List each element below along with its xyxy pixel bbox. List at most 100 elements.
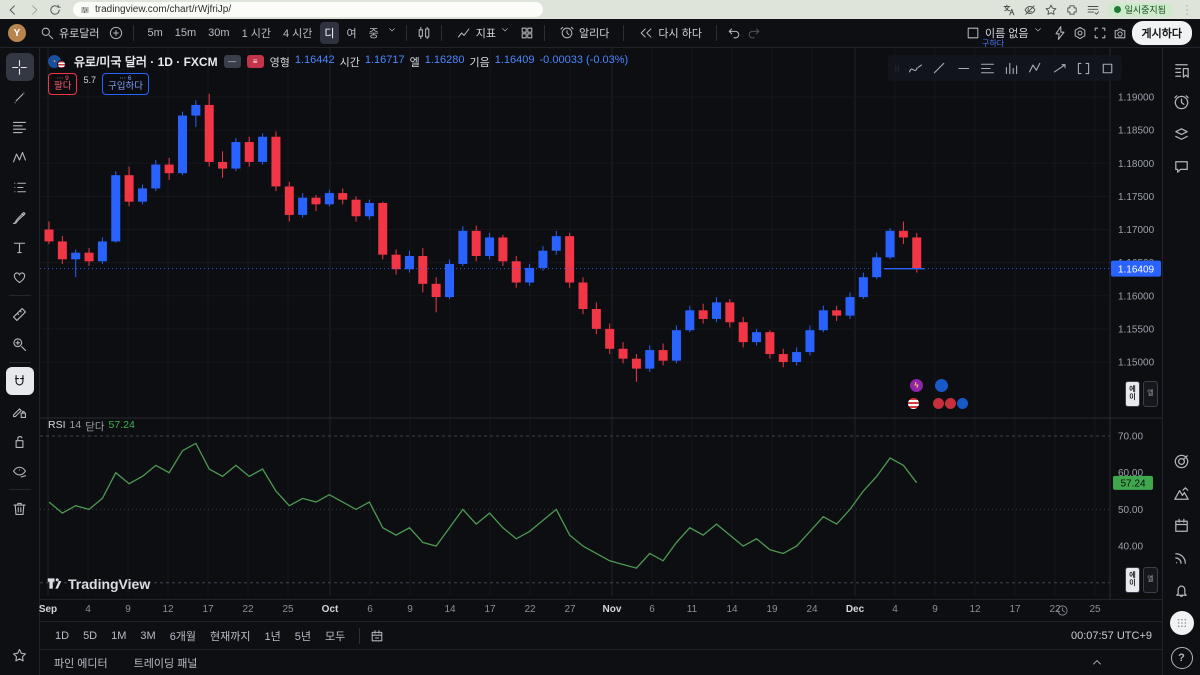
range-1y[interactable]: 1년	[264, 630, 281, 643]
range-5d[interactable]: 5D	[83, 629, 98, 642]
panel-maximize-icon[interactable]	[1132, 655, 1148, 671]
snapshot-camera-icon[interactable]	[1112, 25, 1128, 41]
drawing-mode-tool[interactable]	[6, 397, 34, 425]
forecast-tool[interactable]	[6, 173, 34, 201]
trendline-tool-icon[interactable]	[928, 57, 951, 79]
zoom-in-tool[interactable]	[6, 330, 34, 358]
flag-symbol-pill[interactable]: ≡	[246, 55, 264, 68]
time-axis[interactable]: Sep 4 9 12 17 22 25 Oct 6 9 14 17 22 27 Nov 6 11 14 19 24 De…	[39, 599, 1162, 621]
fullscreen-icon[interactable]	[1092, 25, 1108, 41]
redo-icon[interactable]	[746, 25, 762, 41]
clock-utc[interactable]: 00:07:57 UTC+9	[1070, 629, 1152, 642]
site-info-icon[interactable]	[80, 5, 90, 15]
tab-pine-editor[interactable]: 파인 에디터	[54, 657, 108, 670]
axis-clock-icon[interactable]	[1056, 604, 1069, 617]
panel-collapse-icon[interactable]	[1090, 655, 1106, 671]
zigzag-tool-icon[interactable]	[1024, 57, 1047, 79]
sell-button[interactable]: ⋯ 9 팔다	[48, 73, 78, 95]
favorites-star-icon[interactable]	[6, 641, 34, 669]
rectangle-tool-icon[interactable]	[1096, 57, 1119, 79]
bars-pattern-icon[interactable]	[1000, 57, 1023, 79]
chart-area[interactable]: 1.190001.185001.180001.175001.170001.165…	[40, 48, 1162, 599]
browser-forward-icon[interactable]	[27, 3, 41, 17]
pattern-tool[interactable]	[6, 143, 34, 171]
magnet-tool[interactable]	[5, 367, 34, 395]
curve-tool-icon[interactable]	[904, 57, 927, 79]
rsi-auto-scale-button[interactable]: 에이	[1125, 567, 1140, 593]
pause-badge[interactable]: 일시중지됨	[1106, 2, 1173, 17]
horizontal-ray-icon[interactable]	[952, 57, 975, 79]
settings-gear-icon[interactable]	[1072, 25, 1088, 41]
object-tree-icon[interactable]	[1170, 122, 1194, 146]
range-3m[interactable]: 3M	[140, 629, 156, 642]
bookmark-star-icon[interactable]	[1044, 3, 1058, 17]
brackets-tool-icon[interactable]	[1072, 57, 1095, 79]
fib-levels-icon[interactable]	[976, 57, 999, 79]
event-badge-us[interactable]	[907, 397, 920, 410]
browser-refresh-icon[interactable]	[48, 3, 62, 17]
symbol-title[interactable]: 유로/미국 달러 · 1D · FXCM	[74, 55, 218, 69]
apps-menu-icon[interactable]	[1169, 611, 1194, 635]
browser-back-icon[interactable]	[6, 3, 20, 17]
lock-drawings-tool[interactable]	[6, 427, 34, 455]
notifications-bell-icon[interactable]	[1170, 577, 1194, 601]
save-hint[interactable]: 구하다	[981, 39, 1005, 48]
timeframe-1w[interactable]: 여	[346, 28, 357, 40]
avatar[interactable]: Y	[8, 24, 26, 42]
address-bar[interactable]: tradingview.com/chart/rWjfriJp/	[73, 2, 543, 17]
range-ytd[interactable]: 현재까지	[210, 630, 251, 643]
buy-button[interactable]: ⋯ 6 구입하다	[102, 73, 149, 95]
layout-name-button[interactable]: 이름 없음 구하다	[960, 22, 1048, 48]
price-scale[interactable]	[1110, 48, 1162, 599]
alert-button[interactable]: 알리다	[554, 22, 614, 44]
event-badge-eu[interactable]	[934, 378, 949, 393]
range-1m[interactable]: 1M	[111, 629, 127, 642]
timeframe-1h[interactable]: 1 시간	[241, 28, 271, 40]
hide-drawings-tool[interactable]	[6, 457, 34, 485]
range-6m[interactable]: 6개월	[169, 630, 197, 643]
measure-tool[interactable]	[6, 300, 34, 328]
tab-trading-panel[interactable]: 트레이딩 패널	[133, 657, 198, 670]
text-tool[interactable]	[6, 233, 34, 261]
ideas-icon[interactable]	[1170, 481, 1194, 505]
range-all[interactable]: 모두	[325, 630, 346, 643]
quick-search-icon[interactable]	[1052, 25, 1068, 41]
log-scale-button[interactable]: 엘	[1143, 381, 1158, 407]
timeframe-5m[interactable]: 5m	[147, 27, 163, 39]
rsi-legend[interactable]: RSI 14 닫다 57.24	[48, 419, 135, 434]
timeframe-4h[interactable]: 4 시간	[283, 28, 313, 40]
timeframe-1mo[interactable]: 중	[368, 28, 379, 40]
hide-symbol-pill[interactable]: —	[223, 55, 241, 68]
timeframe-30m[interactable]: 30m	[208, 27, 230, 39]
fib-retracement-tool[interactable]	[6, 113, 34, 141]
browser-menu-icon[interactable]	[1180, 3, 1194, 17]
event-badge-lightning[interactable]: ϟ	[909, 378, 924, 393]
screener-icon[interactable]	[1170, 449, 1194, 473]
news-signal-icon[interactable]	[1170, 545, 1194, 569]
undo-icon[interactable]	[726, 25, 742, 41]
price-chart[interactable]: 1.190001.185001.180001.175001.170001.165…	[40, 48, 1162, 599]
help-icon[interactable]: ?	[1170, 647, 1193, 669]
rsi-log-scale-button[interactable]: 엘	[1143, 567, 1158, 593]
trendline-tool[interactable]	[6, 83, 34, 111]
extensions-icon[interactable]	[1065, 3, 1079, 17]
brush-tool[interactable]	[6, 203, 34, 231]
event-badge[interactable]	[956, 397, 969, 410]
goto-date-icon[interactable]	[369, 628, 385, 644]
replay-button[interactable]: 다시 하다	[633, 22, 707, 44]
alerts-clock-icon[interactable]	[1170, 90, 1194, 114]
timeframe-chevron-icon[interactable]	[387, 25, 397, 41]
translate-icon[interactable]	[1002, 3, 1016, 17]
calendar-icon[interactable]	[1170, 513, 1194, 537]
emoji-tool[interactable]	[6, 263, 34, 291]
chart-style-icon[interactable]	[416, 25, 432, 41]
crosshair-tool[interactable]	[5, 53, 34, 81]
compare-icon[interactable]	[108, 25, 124, 41]
drag-handle-icon[interactable]	[891, 57, 903, 79]
timeframe-1d-active[interactable]: 디	[320, 22, 339, 44]
watchlist-icon[interactable]	[1170, 58, 1194, 82]
chat-icon[interactable]	[1170, 154, 1194, 178]
indicators-button[interactable]: 지표	[451, 22, 515, 44]
reading-list-icon[interactable]	[1086, 3, 1100, 17]
publish-button[interactable]: 게시하다	[1131, 21, 1192, 45]
